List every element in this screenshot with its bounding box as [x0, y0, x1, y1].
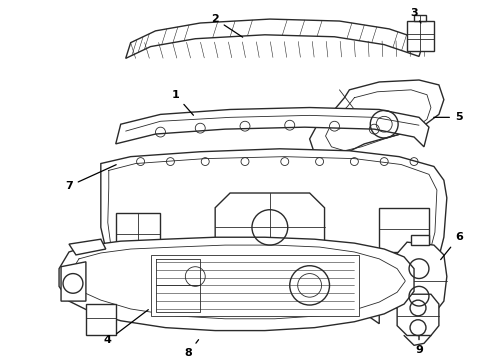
Polygon shape	[310, 80, 444, 159]
Text: 8: 8	[184, 340, 198, 358]
Polygon shape	[69, 239, 106, 255]
Text: 2: 2	[211, 14, 243, 37]
Text: 9: 9	[415, 336, 423, 355]
Polygon shape	[125, 19, 424, 58]
Polygon shape	[116, 213, 161, 257]
Polygon shape	[414, 15, 426, 21]
Polygon shape	[379, 208, 429, 252]
Polygon shape	[101, 149, 447, 296]
Text: 1: 1	[172, 90, 194, 115]
Text: 7: 7	[65, 165, 116, 191]
Polygon shape	[407, 21, 434, 50]
Polygon shape	[116, 108, 429, 147]
Polygon shape	[411, 235, 429, 245]
Text: 4: 4	[104, 310, 148, 345]
Polygon shape	[61, 262, 86, 301]
Polygon shape	[106, 283, 379, 324]
Polygon shape	[150, 255, 359, 316]
Text: 3: 3	[410, 8, 421, 23]
Text: 5: 5	[434, 112, 463, 122]
Polygon shape	[59, 237, 414, 330]
Polygon shape	[86, 304, 116, 336]
Text: 6: 6	[441, 232, 463, 260]
Polygon shape	[391, 242, 447, 316]
Polygon shape	[215, 193, 324, 262]
Polygon shape	[397, 294, 439, 336]
